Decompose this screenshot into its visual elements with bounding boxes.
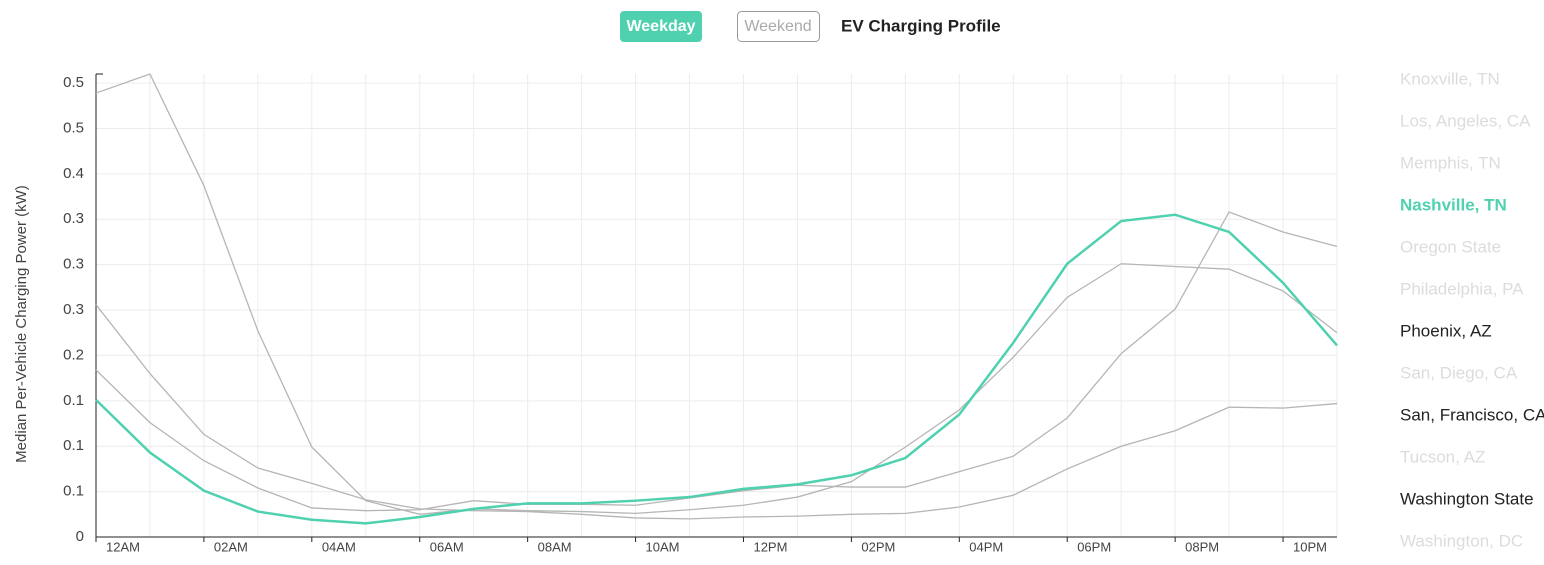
x-tick-label: 12PM <box>753 539 787 554</box>
series-line <box>95 304 1338 520</box>
legend-entry: San, Francisco, CA <box>1400 405 1544 424</box>
series-line <box>95 73 1338 515</box>
y-tick-label: 0.3 <box>63 301 84 318</box>
legend-entry: Oregon State <box>1400 237 1501 256</box>
y-tick-label: 0.5 <box>63 74 84 91</box>
legend-entry: Phoenix, AZ <box>1400 321 1492 340</box>
x-tick-label: 10PM <box>1293 539 1327 554</box>
weekend-button[interactable] <box>737 11 820 42</box>
y-axis-label: Median Per-Vehicle Charging Power (kW) <box>13 185 30 463</box>
legend-entry: Washington, DC <box>1400 531 1523 550</box>
weekday-button[interactable] <box>620 11 702 42</box>
x-tick-label: 04PM <box>969 539 1003 554</box>
x-tick-label: 08AM <box>538 539 572 554</box>
x-tick-label: 04AM <box>322 539 356 554</box>
y-tick-label: 0.4 <box>63 165 84 182</box>
y-tick-label: 0 <box>76 528 84 545</box>
legend-entry: Philadelphia, PA <box>1400 279 1524 298</box>
y-tick-label: 0.5 <box>63 119 84 136</box>
series-line <box>95 213 1338 525</box>
y-tick-label: 0.1 <box>63 483 84 500</box>
weekday-label[interactable]: Weekday <box>626 18 695 35</box>
legend-entry: Nashville, TN <box>1400 195 1507 214</box>
legend-entry: Los, Angeles, CA <box>1400 111 1531 130</box>
legend-entry: San, Diego, CA <box>1400 363 1518 382</box>
legend-entry: Tucson, AZ <box>1400 447 1485 466</box>
y-tick-label: 0.3 <box>63 256 84 273</box>
legend-entry: Knoxville, TN <box>1400 69 1500 88</box>
series-line <box>95 211 1338 512</box>
x-tick-label: 02PM <box>861 539 895 554</box>
y-tick-label: 0.3 <box>63 210 84 227</box>
x-tick-label: 06PM <box>1077 539 1111 554</box>
x-tick-label: 10AM <box>646 539 680 554</box>
legend-entry: Memphis, TN <box>1400 153 1501 172</box>
x-tick-label: 08PM <box>1185 539 1219 554</box>
x-tick-label: 06AM <box>430 539 464 554</box>
chart-title: EV Charging Profile <box>841 16 1001 35</box>
x-tick-label: 12AM <box>106 539 140 554</box>
y-tick-label: 0.2 <box>63 346 84 363</box>
weekend-label[interactable]: Weekend <box>744 18 811 35</box>
legend-entry: Washington State <box>1400 489 1534 508</box>
x-tick-label: 02AM <box>214 539 248 554</box>
y-tick-label: 0.1 <box>63 437 84 454</box>
y-tick-label: 0.1 <box>63 392 84 409</box>
